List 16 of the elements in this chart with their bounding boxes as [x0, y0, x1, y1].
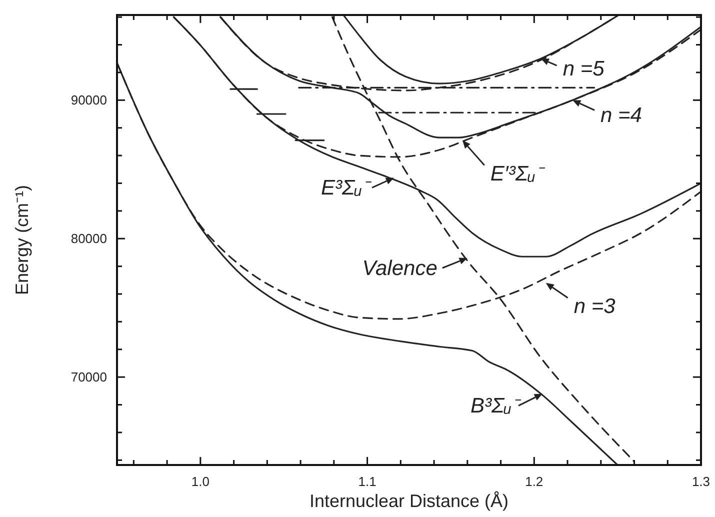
x-axis-title: Internuclear Distance (Å)	[309, 491, 509, 511]
x-tick-label: 1.0	[191, 474, 210, 489]
annotation: Valence	[362, 257, 438, 280]
y-tick-label: 90000	[70, 92, 107, 108]
y-tick-label: 80000	[70, 231, 107, 246]
y-axis-title: Energy (cm⁻¹)	[12, 184, 32, 296]
annotation: n =3	[574, 294, 616, 318]
annotation: B³Σᵤ⁻	[470, 394, 522, 418]
y-tick-label: 70000	[70, 370, 107, 385]
annotation: n =4	[600, 104, 642, 128]
annotation: E′³Σᵤ⁻	[490, 162, 546, 186]
x-tick-label: 1.3	[692, 474, 710, 489]
annotation: E³Σᵤ⁻	[320, 176, 372, 200]
x-tick-label: 1.2	[525, 474, 544, 489]
x-tick-label: 1.1	[358, 474, 376, 489]
annotation: n =5	[562, 58, 605, 81]
